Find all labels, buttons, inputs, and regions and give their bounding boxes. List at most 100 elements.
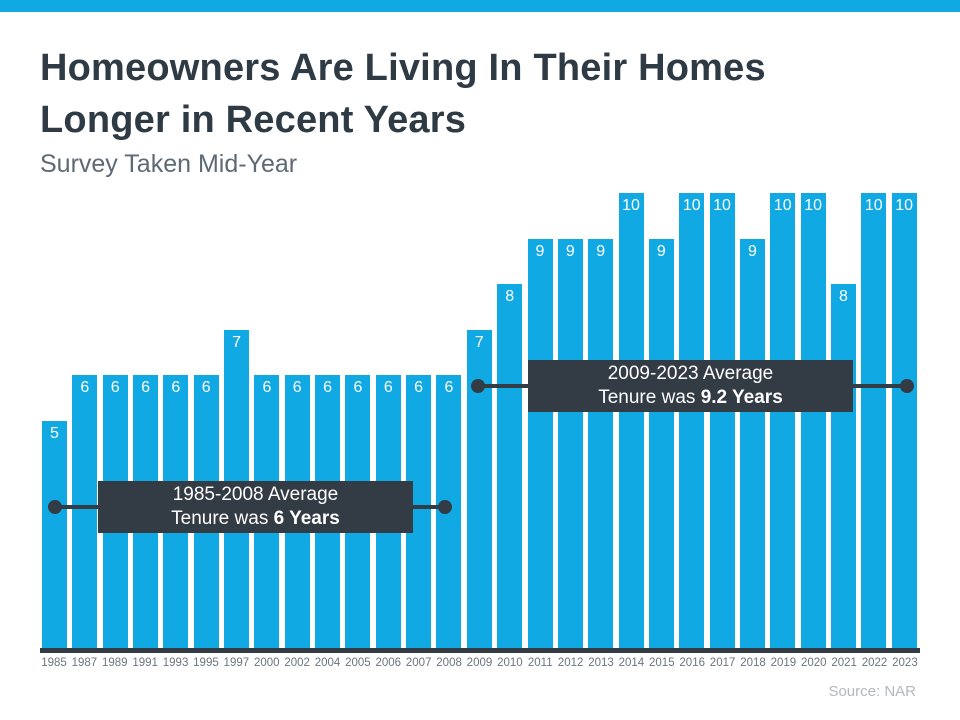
annotation2-line1: 2009-2023 Average — [607, 363, 774, 384]
bar-value-label: 10 — [804, 197, 822, 214]
annotation1-dot-right — [438, 500, 452, 514]
x-axis-label-1995: 1995 — [193, 657, 219, 669]
bar-value-label: 8 — [505, 288, 515, 305]
bar-chart: 5 6 6 6 6 6 7 6 6 6 6 6 6 6 7 8 9 9 9 10 9 10 10 9 10 10 8 10 10 — [42, 193, 917, 648]
bar-value-label: 5 — [50, 424, 59, 442]
x-axis-label-2019: 2019 — [770, 657, 797, 669]
title-line-1: Homeowners Are Living In Their Homes — [40, 47, 766, 89]
x-axis-label-2008: 2008 — [436, 657, 462, 669]
bar-2020: 10 — [800, 193, 826, 648]
annotation1-connector-right — [412, 505, 446, 509]
bar-2013: 9 — [588, 238, 614, 648]
bar-2012: 9 — [557, 238, 583, 648]
bar-value-label: 9 — [747, 242, 757, 260]
bar-2022: 10 — [861, 193, 887, 648]
annotation1-line2: Tenure was 6 Years — [98, 507, 413, 531]
annotation-1985-2008: 1985-2008 Average Tenure was 6 Years — [98, 481, 413, 533]
bar-value-label: 6 — [171, 379, 181, 396]
x-axis-label-1997: 1997 — [223, 657, 250, 669]
x-axis-label-2000: 2000 — [253, 657, 280, 669]
bar-value-label: 6 — [292, 379, 302, 396]
bar-value-label: 9 — [596, 242, 606, 260]
page-title: Homeowners Are Living In Their Homes Lon… — [40, 42, 766, 146]
x-axis-label-2006: 2006 — [375, 657, 402, 669]
bar-2018: 9 — [739, 238, 765, 648]
bar-2019: 10 — [770, 193, 796, 648]
annotation1-line1: 1985-2008 Average — [172, 484, 339, 505]
bar-value-label: 8 — [838, 288, 848, 305]
x-axis-label-1987: 1987 — [71, 657, 98, 669]
x-axis-label-2004: 2004 — [314, 657, 341, 669]
bar-value-label: 6 — [141, 379, 150, 396]
annotation1-line2-prefix: Tenure was — [171, 508, 274, 529]
x-axis-label-2012: 2012 — [557, 657, 584, 669]
bar-2017: 10 — [709, 193, 735, 648]
x-axis-label-2023: 2023 — [892, 657, 918, 669]
bar-2014: 10 — [618, 193, 644, 648]
x-axis-label-1991: 1991 — [132, 657, 158, 669]
bar-value-label: 6 — [414, 379, 424, 396]
source-attribution: Source: NAR — [828, 683, 916, 700]
x-axis-label-2011: 2011 — [527, 657, 553, 669]
x-axis-label-1985: 1985 — [41, 657, 67, 669]
annotation2-line2-prefix: Tenure was — [598, 387, 701, 408]
bar-value-label: 6 — [353, 379, 363, 396]
x-axis-label-2016: 2016 — [679, 657, 705, 669]
bar-2011: 9 — [527, 238, 553, 648]
bar-value-label: 6 — [110, 379, 120, 396]
bar-2010: 8 — [497, 284, 523, 648]
bar-value-label: 9 — [535, 242, 545, 260]
title-line-2: Longer in Recent Years — [40, 99, 467, 141]
bar-value-label: 6 — [201, 379, 211, 396]
annotation-2009-2023: 2009-2023 Average Tenure was 9.2 Years — [528, 360, 853, 412]
bar-value-label: 7 — [232, 333, 242, 351]
bar-value-label: 6 — [383, 379, 393, 396]
bar-value-label: 6 — [323, 379, 333, 396]
x-axis-label-2005: 2005 — [345, 657, 371, 669]
x-axis-label-1993: 1993 — [162, 657, 189, 669]
x-axis-label-2022: 2022 — [861, 657, 888, 669]
bar-value-label: 9 — [656, 242, 666, 260]
x-axis-line — [40, 648, 920, 653]
bar-value-label: 10 — [622, 197, 640, 214]
bar-1987: 6 — [72, 375, 98, 648]
x-axis-label-2017: 2017 — [709, 657, 736, 669]
annotation2-line2-bold: 9.2 Years — [700, 387, 783, 408]
annotation1-dot-left — [48, 500, 62, 514]
x-axis-label-1989: 1989 — [101, 657, 128, 669]
annotation2-connector-left — [477, 384, 529, 388]
x-axis-label-2014: 2014 — [618, 657, 645, 669]
annotation1-connector-left — [53, 505, 99, 509]
x-axis-labels: 1985 1987 1989 1991 1993 1995 1997 2000 2002 2004… — [39, 657, 920, 669]
bar-value-label: 10 — [864, 197, 883, 214]
chart-subtitle: Survey Taken Mid-Year — [40, 150, 298, 178]
annotation1-line2-bold: 6 Years — [273, 508, 340, 529]
x-axis-label-2015: 2015 — [649, 657, 675, 669]
x-axis-label-2020: 2020 — [800, 657, 827, 669]
bar-value-label: 6 — [444, 379, 454, 396]
x-axis-label-2002: 2002 — [284, 657, 310, 669]
annotation2-dot-right — [900, 379, 914, 393]
bar-value-label: 10 — [682, 197, 701, 214]
bar-value-label: 6 — [262, 379, 272, 396]
bar-1985: 5 — [42, 420, 67, 648]
bar-value-label: 10 — [773, 197, 792, 214]
x-axis-label-2018: 2018 — [740, 657, 766, 669]
x-axis-label-2021: 2021 — [831, 657, 857, 669]
bar-value-label: 10 — [713, 197, 731, 214]
bar-value-label: 9 — [565, 242, 575, 260]
bar-value-label: 6 — [80, 379, 90, 396]
bar-value-label: 7 — [474, 333, 484, 351]
bar-2016: 10 — [679, 193, 705, 648]
annotation2-line2: Tenure was 9.2 Years — [528, 386, 853, 410]
x-axis-label-2009: 2009 — [466, 657, 493, 669]
bar-2021: 8 — [830, 284, 856, 648]
top-accent-strip — [0, 0, 960, 12]
x-axis-label-2013: 2013 — [588, 657, 614, 669]
bar-2015: 9 — [648, 238, 674, 648]
annotation2-dot-left — [471, 379, 485, 393]
annotation2-connector-right — [852, 384, 908, 388]
bar-2009: 7 — [466, 329, 492, 648]
x-axis-label-2010: 2010 — [497, 657, 523, 669]
x-axis-label-2007: 2007 — [405, 657, 432, 669]
